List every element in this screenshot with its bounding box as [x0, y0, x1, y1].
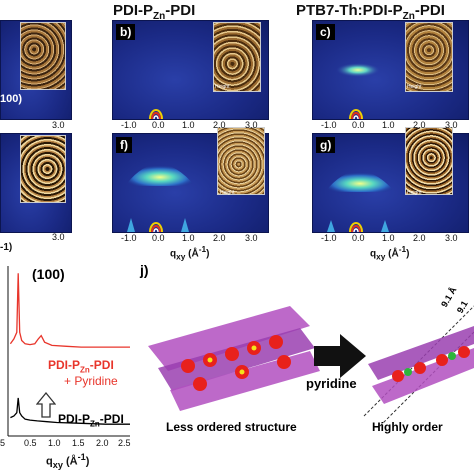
- caption-highly-ordered: Highly order: [372, 420, 443, 434]
- tick-f-1: 0.0: [152, 233, 165, 243]
- caption-less-ordered: Less ordered structure: [166, 420, 297, 434]
- plot-h-tick-frag: 5: [0, 438, 6, 448]
- up-arrow-icon: [36, 392, 56, 418]
- tick-g-1: 0.0: [352, 233, 365, 243]
- tick-g-0: -1.0: [321, 233, 337, 243]
- qxy-axis-label-g: qxy (Å-1): [370, 244, 410, 262]
- plot-h-x-label: qxy (Å-1): [46, 452, 90, 470]
- plot-h-tick-3: 2.0: [96, 438, 109, 448]
- panel-label-f: f): [116, 137, 132, 153]
- line-plot-h: [7, 266, 130, 437]
- afm-image-a: [20, 22, 66, 90]
- afm-image-f: [217, 127, 265, 195]
- legend-series-red: PDI-PZn-PDI: [48, 358, 114, 375]
- title-pdi-pzn-pdi: PDI-PZn-PDI: [113, 2, 196, 22]
- plot-h-tick-2: 1.5: [72, 438, 85, 448]
- afm-image-b: [213, 22, 261, 92]
- pyridine-label: pyridine: [306, 376, 357, 391]
- series-line-0: [9, 273, 130, 348]
- tick-c-1: 0.0: [352, 120, 365, 130]
- plot-h-tick-0: 0.5: [24, 438, 37, 448]
- afm-height-b: Height: [215, 84, 230, 90]
- tick-g-4: 3.0: [445, 233, 458, 243]
- axis-fragment: -1): [0, 242, 13, 253]
- beamstop-rings: [149, 109, 163, 119]
- tick-3-top: 3.0: [52, 120, 65, 130]
- schematic-j: [148, 305, 474, 427]
- legend-series-red-extra: + Pyridine: [64, 374, 118, 388]
- tick-b-1: 0.0: [152, 120, 165, 130]
- plot-h-tick-1: 1.0: [48, 438, 61, 448]
- panel-label-g: g): [316, 137, 336, 153]
- lamellar-arc-g: [325, 171, 395, 192]
- tick-b-4: 3.0: [245, 120, 258, 130]
- panel-label-j: j): [140, 262, 149, 278]
- tick-f-2: 1.0: [182, 233, 195, 243]
- tick-b-3: 2.0: [213, 120, 226, 130]
- less-ordered-stack: [148, 306, 320, 411]
- tick-c-0: -1.0: [321, 120, 337, 130]
- afm-image-g: [405, 127, 453, 195]
- plot-h-tick-4: 2.5: [118, 438, 131, 448]
- tick-b-2: 1.0: [182, 120, 195, 130]
- tick-f-0: -1.0: [121, 233, 137, 243]
- tick-f-4: 3.0: [245, 233, 258, 243]
- afm-image-c: [405, 22, 453, 92]
- afm-height-f: Height: [220, 190, 235, 196]
- peak-label-100: (100): [32, 266, 65, 282]
- highly-ordered-stack: [363, 305, 474, 427]
- qxy-axis-label-f: qxy (Å-1): [170, 244, 210, 262]
- series-line-1: [10, 397, 130, 425]
- tick-c-2: 1.0: [382, 120, 395, 130]
- legend-series-black: PDI-PZn-PDI: [58, 412, 124, 429]
- peak-label-partial: 100): [0, 93, 23, 105]
- tick-c-3: 2.0: [413, 120, 426, 130]
- title-ptb7-th-blend: PTB7-Th:PDI-PZn-PDI: [296, 2, 445, 22]
- tick-c-4: 3.0: [445, 120, 458, 130]
- panel-label-c: c): [316, 24, 335, 40]
- panel-label-b: b): [116, 24, 136, 40]
- tick-3-bottom: 3.0: [52, 232, 65, 242]
- afm-image-e: [20, 135, 66, 203]
- lamellar-arc-c: [336, 63, 380, 77]
- tick-g-3: 2.0: [413, 233, 426, 243]
- tick-g-2: 1.0: [382, 233, 395, 243]
- afm-height-g: Height: [407, 190, 422, 196]
- tick-b-0: -1.0: [121, 120, 137, 130]
- tick-f-3: 2.0: [213, 233, 226, 243]
- right-arrow-icon: [314, 334, 366, 378]
- afm-height-c: Height: [407, 84, 422, 90]
- lamellar-arc-f: [125, 164, 195, 186]
